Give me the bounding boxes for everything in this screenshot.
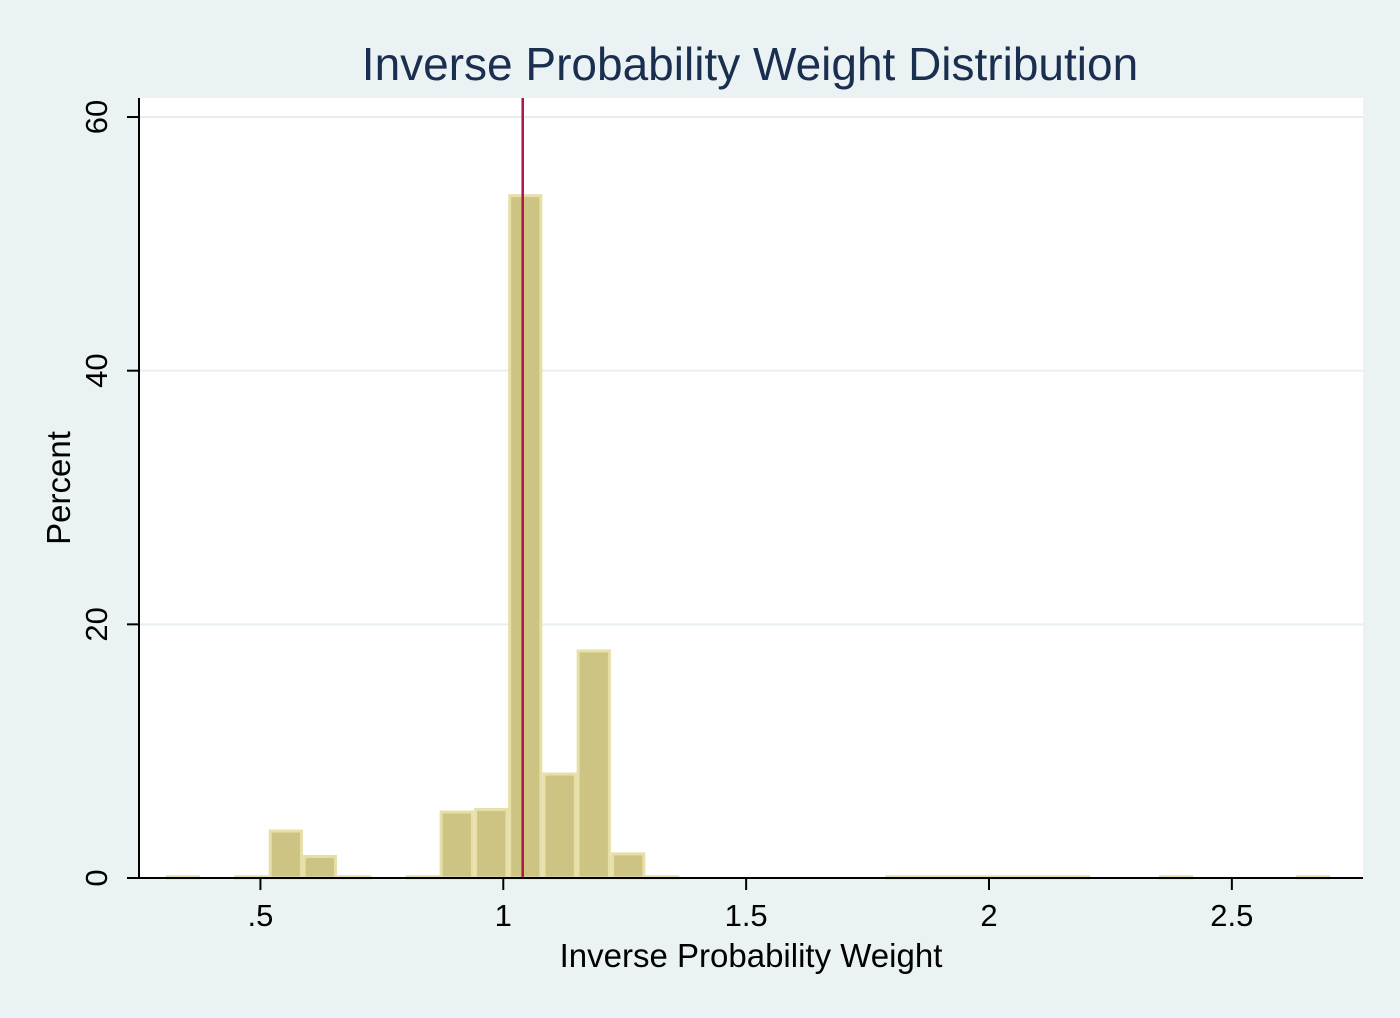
chart-title: Inverse Probability Weight Distribution [362,38,1138,90]
histogram-bars [165,194,1331,880]
histogram-bar [542,772,577,880]
x-axis-label: Inverse Probability Weight [560,937,943,974]
x-tick-label: .5 [247,898,273,933]
histogram-bar [268,829,303,880]
x-tick-label: 1.5 [725,898,768,933]
x-tick-label: 2.5 [1210,898,1253,933]
y-tick-label: 0 [79,869,114,886]
y-tick-label: 40 [79,353,114,387]
histogram-bar [576,649,611,880]
y-tick-label: 20 [79,607,114,641]
x-tick-label: 2 [980,898,997,933]
axes: 0 20 40 60 .5 1 1.5 2 2.5 [79,98,1363,933]
histogram-bar [611,852,646,880]
histogram-bar [302,854,337,880]
histogram-bar [508,194,543,880]
histogram-bar [439,810,474,880]
x-tick-label: 1 [495,898,512,933]
histogram-bar [474,808,509,880]
grid-lines [139,116,1363,626]
y-tick-label: 60 [79,100,114,134]
plot-area [139,98,1363,878]
y-axis-label: Percent [40,431,77,545]
